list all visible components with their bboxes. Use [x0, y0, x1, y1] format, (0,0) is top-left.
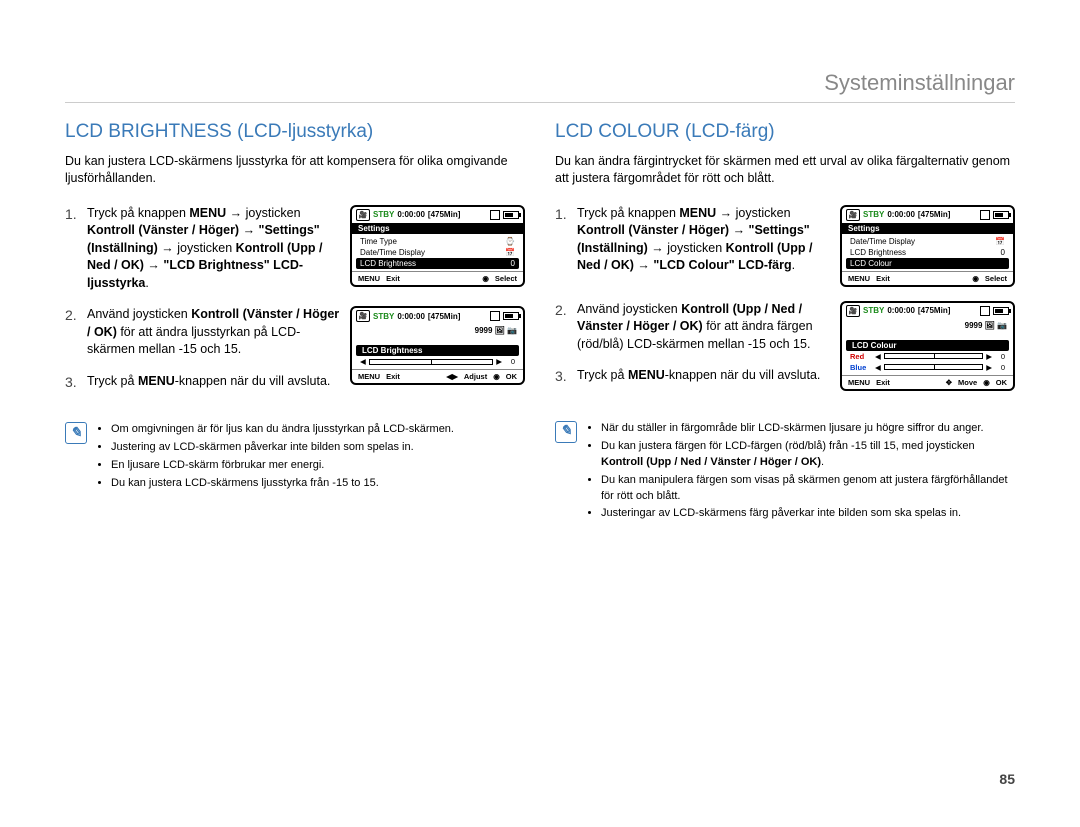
blue-slider [884, 364, 983, 370]
menu-item-selected: LCD Brightness0 [356, 258, 519, 269]
left-column: LCD BRIGHTNESS (LCD-ljusstyrka) Du kan j… [65, 121, 525, 524]
step-body: Tryck på MENU-knappen när du vill avslut… [577, 367, 830, 387]
sd-icon [980, 210, 990, 220]
menu-item: Date/Time Display📅 [846, 236, 1009, 247]
battery-icon [993, 307, 1009, 315]
sd-icon [980, 306, 990, 316]
step-body: Använd joysticken Kontroll (Vänster / Hö… [87, 306, 340, 359]
notes-list: När du ställer in färgområde blir LCD-sk… [587, 421, 1015, 525]
left-section-title: LCD BRIGHTNESS (LCD-ljusstyrka) [65, 121, 525, 143]
lcd-screenshot-settings: 🎥 STBY 0:00:00 [475Min] Settings Date/Ti… [840, 205, 1015, 287]
right-section-title: LCD COLOUR (LCD-färg) [555, 121, 1015, 143]
right-column: LCD COLOUR (LCD-färg) Du kan ändra färgi… [555, 121, 1015, 524]
note-icon: ✎ [65, 422, 87, 444]
step-body: Tryck på knappen MENU → joysticken Kontr… [87, 205, 340, 293]
menu-item: LCD Brightness0 [846, 247, 1009, 258]
notes-list: Om omgivningen är för ljus kan du ändra … [97, 422, 454, 494]
thumb-info: 9999 🖼 📷 [352, 324, 523, 337]
step-number: 1. [65, 205, 81, 293]
menu-item: Time Type⌚ [356, 236, 519, 247]
page-number: 85 [999, 771, 1015, 787]
battery-icon [503, 211, 519, 219]
lcd-screenshot-settings: 🎥 STBY 0:00:00 [475Min] Settings Time Ty… [350, 205, 525, 287]
lcd-screenshot-brightness: 🎥 STBY 0:00:00 [475Min] 9999 🖼 📷 LCD Bri… [350, 306, 525, 385]
camera-icon: 🎥 [356, 209, 370, 221]
battery-icon [503, 312, 519, 320]
left-intro: Du kan justera LCD-skärmens ljusstyrka f… [65, 153, 525, 187]
step-number: 2. [555, 301, 571, 354]
step-number: 3. [555, 367, 571, 387]
sd-icon [490, 210, 500, 220]
thumb-info: 9999 🖼 📷 [842, 319, 1013, 332]
step-body: Tryck på MENU-knappen när du vill avslut… [87, 373, 340, 393]
camera-icon: 🎥 [356, 310, 370, 322]
red-slider [884, 353, 983, 359]
camera-icon: 🎥 [846, 305, 860, 317]
settings-bar: Settings [842, 223, 1013, 234]
note-icon: ✎ [555, 421, 577, 443]
page-header: Systeminställningar [65, 70, 1015, 103]
step-number: 3. [65, 373, 81, 393]
camera-icon: 🎥 [846, 209, 860, 221]
menu-item-selected: LCD Colour [846, 258, 1009, 269]
step-body: Använd joysticken Kontroll (Upp / Ned / … [577, 301, 830, 354]
menu-item: Date/Time Display📅 [356, 247, 519, 258]
sd-icon [490, 311, 500, 321]
battery-icon [993, 211, 1009, 219]
right-intro: Du kan ändra färgintrycket för skärmen m… [555, 153, 1015, 187]
settings-bar: Settings [352, 223, 523, 234]
step-number: 2. [65, 306, 81, 359]
step-body: Tryck på knappen MENU → joysticken Kontr… [577, 205, 830, 275]
brightness-slider [369, 359, 493, 365]
lcd-screenshot-colour: 🎥 STBY 0:00:00 [475Min] 9999 🖼 📷 LCD Col… [840, 301, 1015, 391]
step-number: 1. [555, 205, 571, 275]
